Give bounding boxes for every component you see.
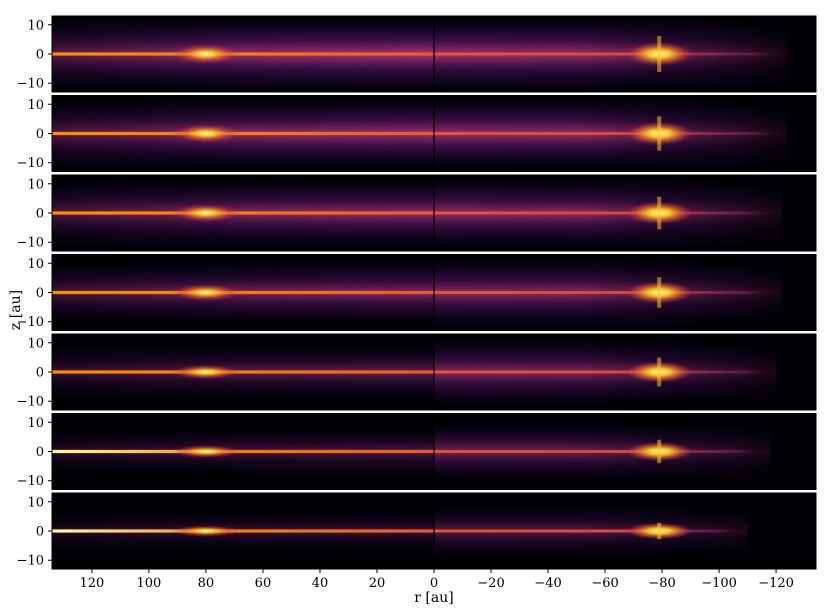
left-ring-glow xyxy=(171,284,240,301)
left-midplane xyxy=(52,52,434,56)
y-tick-label: −10 xyxy=(17,315,44,330)
right-midplane xyxy=(434,370,777,374)
panel-3 xyxy=(51,174,817,252)
y-tick-label: −10 xyxy=(17,395,44,410)
panel-7 xyxy=(51,492,817,570)
x-tick-label: 60 xyxy=(255,576,272,591)
x-axis-label: r [au] xyxy=(414,590,453,606)
x-tick-label: −60 xyxy=(591,576,618,591)
y-axis-label: z [au] xyxy=(8,290,24,330)
left-midplane xyxy=(52,370,434,374)
y-tick-label: −10 xyxy=(17,77,44,92)
y-tick-label: −10 xyxy=(17,554,44,569)
x-tick-label: 0 xyxy=(430,576,438,591)
y-tick-label: 10 xyxy=(27,98,44,113)
left-midplane xyxy=(52,131,434,136)
right-planet-spike xyxy=(657,439,662,464)
left-midplane xyxy=(52,211,434,215)
y-tick-label: 10 xyxy=(27,18,44,33)
right-midplane xyxy=(434,529,748,533)
x-axis: 120 100 80 60 40 20 0 −20 −40 −60 −80 −100 −120 xyxy=(79,569,794,591)
y-tick-label: 0 xyxy=(36,525,44,540)
y-tick-label: 0 xyxy=(36,48,44,63)
x-tick-label: 80 xyxy=(198,576,215,591)
y-tick-label: 10 xyxy=(27,257,44,272)
left-ring-glow xyxy=(171,525,240,537)
y-tick-label: 10 xyxy=(27,177,44,192)
right-midplane xyxy=(434,291,782,294)
right-midplane xyxy=(434,450,771,453)
y-tick-label: 0 xyxy=(36,445,44,460)
x-tick-label: −80 xyxy=(648,576,675,591)
left-ring-glow xyxy=(171,203,240,223)
x-tick-label: −100 xyxy=(701,576,737,591)
y-axis: 10 0 −10 10 0 −10 10 0 −10 10 0 −10 10 0 −10 10 0 −10 10 0 −… xyxy=(17,18,52,569)
right-planet-spike xyxy=(657,116,662,151)
panel-2 xyxy=(51,95,817,172)
left-midplane xyxy=(52,529,434,533)
y-tick-label: −10 xyxy=(17,236,44,251)
left-ring-glow xyxy=(171,445,240,458)
left-midplane xyxy=(52,449,434,454)
left-ring-glow xyxy=(171,123,240,144)
panel-1 xyxy=(51,15,817,93)
right-midplane xyxy=(434,132,788,135)
x-tick-label: 100 xyxy=(137,576,162,591)
y-tick-label: 10 xyxy=(27,336,44,351)
x-tick-label: −120 xyxy=(758,576,794,591)
right-planet-spike xyxy=(657,277,662,308)
right-midplane xyxy=(434,52,788,56)
y-tick-label: 0 xyxy=(36,286,44,301)
y-tick-label: 0 xyxy=(36,127,44,142)
right-planet-spike xyxy=(657,522,662,540)
x-tick-label: 40 xyxy=(312,576,329,591)
x-tick-label: 120 xyxy=(79,576,104,591)
y-tick-label: 0 xyxy=(36,207,44,222)
panel-4 xyxy=(51,254,817,331)
panels-group xyxy=(51,15,817,570)
y-tick-label: 10 xyxy=(27,495,44,510)
panel-5 xyxy=(51,333,817,411)
right-planet-spike xyxy=(657,357,662,387)
x-tick-label: −40 xyxy=(534,576,561,591)
right-planet-spike xyxy=(657,36,662,72)
left-ring-glow xyxy=(171,44,240,64)
x-tick-label: −20 xyxy=(477,576,504,591)
left-ring-glow xyxy=(171,364,240,380)
right-midplane xyxy=(434,211,782,215)
left-midplane xyxy=(52,290,434,295)
y-tick-label: 10 xyxy=(27,416,44,431)
x-tick-label: 20 xyxy=(369,576,386,591)
panel-6 xyxy=(51,413,817,490)
y-tick-label: −10 xyxy=(17,156,44,171)
right-planet-spike xyxy=(657,196,662,230)
y-tick-label: 0 xyxy=(36,366,44,381)
y-tick-label: −10 xyxy=(17,474,44,489)
